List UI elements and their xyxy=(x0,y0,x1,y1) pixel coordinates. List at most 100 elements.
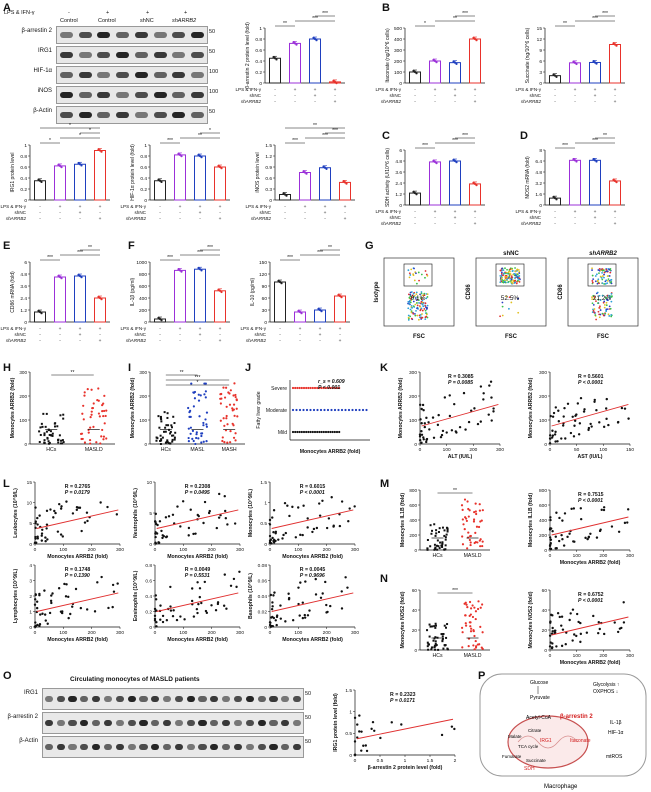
data-point xyxy=(332,524,335,527)
data-point xyxy=(300,312,303,315)
bar xyxy=(274,281,286,323)
p-mtros: mtROS xyxy=(606,754,623,760)
flow-event xyxy=(426,274,429,277)
data-point xyxy=(318,386,321,390)
y-axis-label: IL-10 (pg/ml) xyxy=(250,277,256,306)
blot-band xyxy=(68,720,77,726)
data-point xyxy=(445,533,448,536)
data-point xyxy=(281,537,284,540)
data-point xyxy=(425,440,428,444)
data-point xyxy=(437,648,440,651)
data-point xyxy=(164,535,168,539)
data-point xyxy=(315,526,319,530)
data-point xyxy=(167,515,171,518)
data-point xyxy=(305,408,309,412)
flow-event xyxy=(424,318,427,321)
sig-label: *** xyxy=(422,143,428,149)
data-point xyxy=(595,160,598,163)
flow-event xyxy=(609,307,612,310)
data-point xyxy=(579,621,582,625)
data-point xyxy=(229,430,232,433)
y-tick-label: 10 xyxy=(27,500,33,506)
treatment-sign: - xyxy=(434,216,436,221)
data-point xyxy=(476,422,480,426)
data-point xyxy=(433,59,437,63)
flow-event xyxy=(608,315,611,317)
data-point xyxy=(586,537,589,541)
data-point xyxy=(462,391,466,395)
y-tick-label: 200 xyxy=(539,533,547,539)
data-point xyxy=(225,417,228,420)
data-point xyxy=(41,612,44,615)
data-point xyxy=(419,418,422,421)
data-point xyxy=(551,429,554,432)
data-point xyxy=(293,42,297,45)
data-point xyxy=(572,60,575,63)
data-point xyxy=(271,601,274,604)
r-value: R = 0.0045 xyxy=(300,567,326,573)
data-point xyxy=(98,149,102,152)
p-succinate: Succinate xyxy=(526,758,546,763)
data-point xyxy=(473,511,476,514)
treatment-sign: - xyxy=(179,333,181,338)
data-point xyxy=(445,431,448,434)
data-point xyxy=(86,519,89,523)
flow-event xyxy=(508,307,510,310)
data-point xyxy=(225,414,228,418)
data-point xyxy=(82,404,85,407)
data-point xyxy=(155,625,158,628)
treatment-row-label: shARRB2 xyxy=(6,216,27,221)
data-point xyxy=(428,635,431,638)
y-tick-label: 15 xyxy=(537,26,543,32)
flow-event xyxy=(608,279,611,282)
data-point xyxy=(592,158,595,161)
data-point xyxy=(561,424,565,427)
bar xyxy=(34,180,46,201)
data-point xyxy=(302,430,306,434)
data-point xyxy=(550,436,554,439)
data-point xyxy=(298,386,301,390)
data-point xyxy=(471,604,474,607)
y-axis-label: CD86 mRNA (fold) xyxy=(10,271,16,313)
treatment-sign: + xyxy=(594,88,597,93)
y-axis-label: iNOS protein level xyxy=(255,152,261,192)
data-point xyxy=(103,409,106,413)
r-value: R = 0.2765 xyxy=(65,484,91,490)
y-axis-label: SDH activity (U/10^6 cells) xyxy=(385,148,391,207)
data-point xyxy=(472,518,476,521)
treatment-sign: - xyxy=(574,222,576,227)
flow-event xyxy=(420,297,423,300)
data-point xyxy=(353,753,357,757)
data-point xyxy=(556,611,560,615)
bar xyxy=(94,297,106,323)
data-point xyxy=(578,422,582,425)
data-point xyxy=(83,441,87,444)
data-point xyxy=(58,502,61,506)
blot-row-label: β-Actin xyxy=(19,738,38,744)
bar xyxy=(299,172,311,201)
data-point xyxy=(44,619,47,622)
flow-event xyxy=(516,269,518,271)
x-tick-label: 300 xyxy=(116,630,124,636)
bar xyxy=(469,183,481,206)
panel-label-E: E xyxy=(3,240,11,252)
data-point xyxy=(329,430,332,434)
data-point xyxy=(58,434,61,437)
data-point xyxy=(271,536,274,540)
treatment-sign: + xyxy=(219,217,222,222)
data-point xyxy=(161,436,164,439)
data-point xyxy=(192,439,195,443)
data-point xyxy=(435,532,438,535)
data-point xyxy=(192,405,195,408)
blot-band xyxy=(44,744,54,750)
blot-band xyxy=(116,52,130,58)
data-point xyxy=(160,439,163,442)
y-tick-label: 400 xyxy=(539,518,547,524)
data-point xyxy=(322,165,325,168)
data-point xyxy=(99,501,102,504)
data-point xyxy=(427,648,430,651)
data-point xyxy=(475,184,478,187)
y-tick-label: 600 xyxy=(539,503,547,509)
data-point xyxy=(481,544,484,548)
